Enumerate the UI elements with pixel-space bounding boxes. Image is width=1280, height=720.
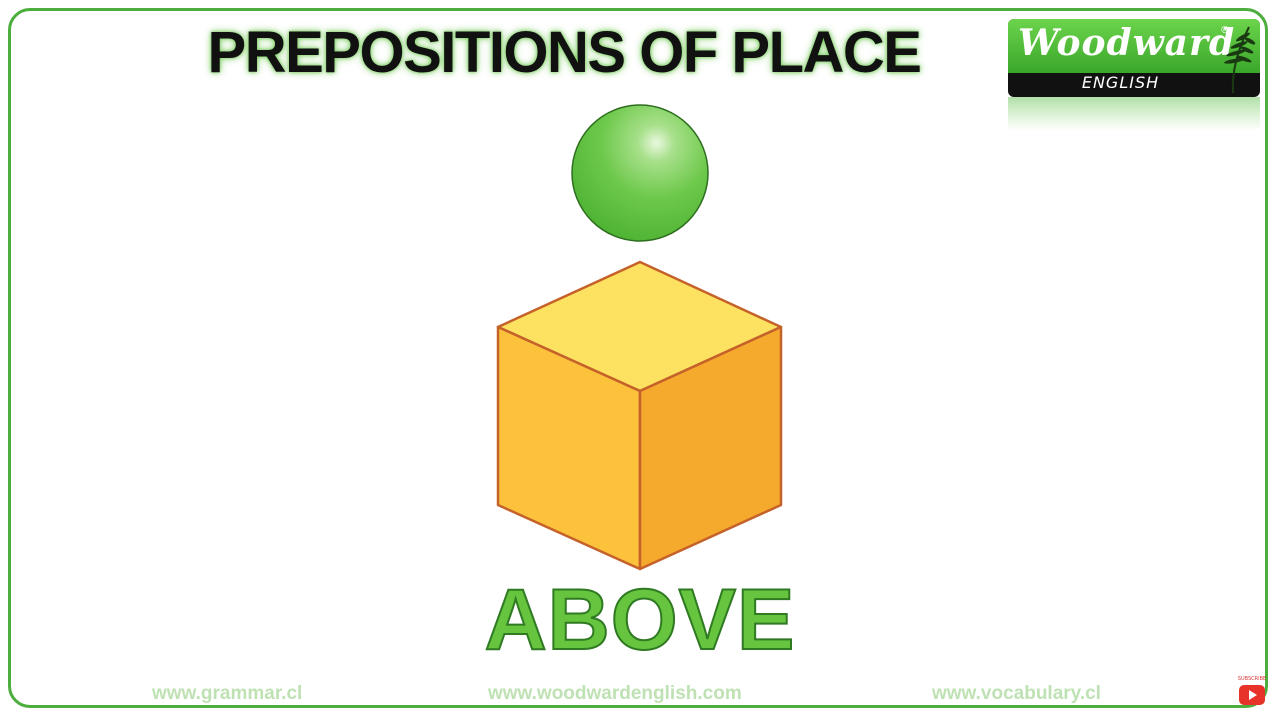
logo-badge: Woodward ® ENGLISH (1008, 19, 1260, 97)
cube-right-face (638, 325, 783, 571)
footer-link-woodwardenglish[interactable]: www.woodwardenglish.com (488, 683, 742, 704)
preposition-word: ABOVE (484, 572, 796, 668)
green-ball (571, 104, 709, 242)
logo-registered-mark: ® (1220, 25, 1230, 36)
youtube-play-icon (1239, 685, 1265, 705)
logo-subtitle: ENGLISH (1081, 73, 1160, 92)
logo-green-band (1008, 19, 1260, 73)
subscribe-label: SUBSCRIBE (1237, 676, 1267, 682)
logo-reflection: ENGLISH (1008, 97, 1260, 131)
subscribe-button[interactable]: SUBSCRIBE (1237, 677, 1267, 707)
logo-name: Woodward (1018, 22, 1236, 64)
ball-above-cube-illustration (496, 104, 783, 571)
fern-icon (1224, 26, 1256, 94)
slide-title: PREPOSITIONS OF PLACE (207, 20, 922, 85)
woodward-english-logo: Woodward ® ENGLISH (1008, 19, 1260, 97)
footer-link-grammar[interactable]: www.grammar.cl (152, 683, 303, 704)
footer-link-vocabulary[interactable]: www.vocabulary.cl (932, 683, 1101, 704)
